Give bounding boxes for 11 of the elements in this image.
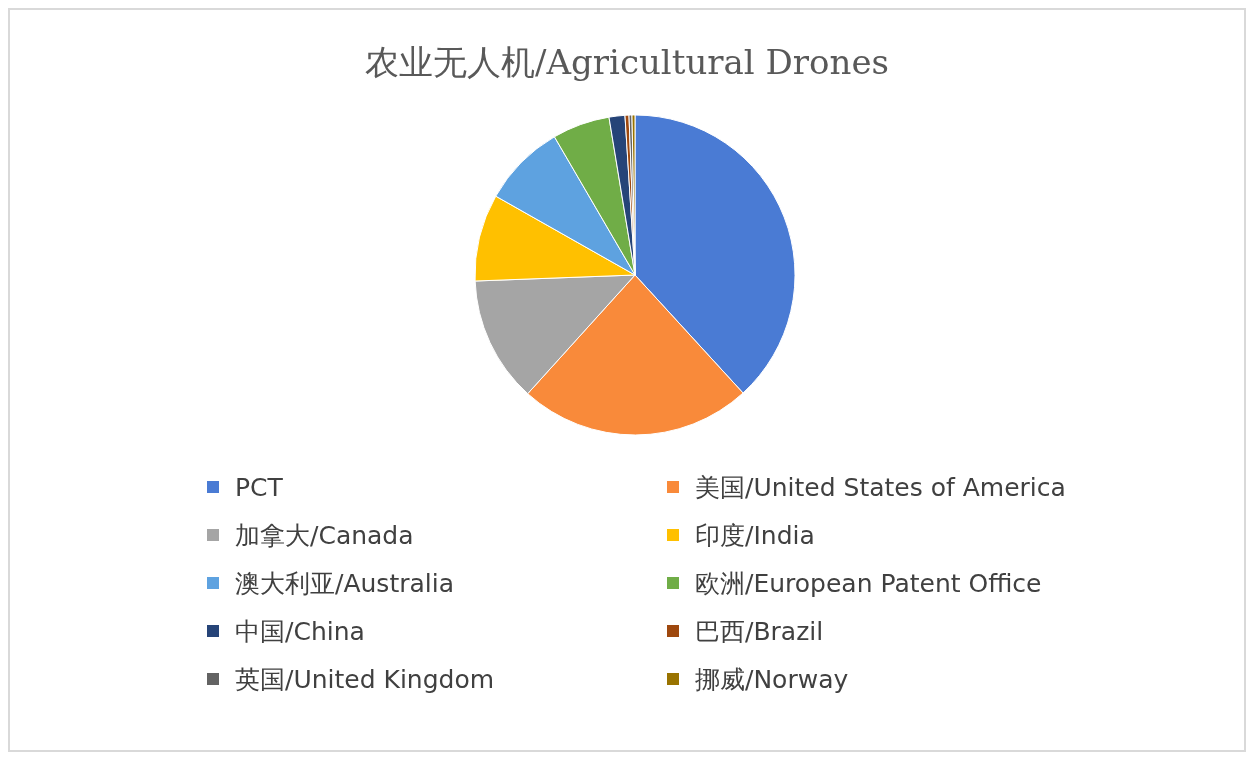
legend-label: 美国/United States of America — [695, 471, 1066, 504]
legend-label: 加拿大/Canada — [235, 519, 414, 552]
legend-label: 挪威/Norway — [695, 663, 849, 696]
legend-label: PCT — [235, 472, 283, 502]
legend-label: 澳大利亚/Australia — [235, 567, 455, 600]
legend-label: 英国/United Kingdom — [235, 663, 495, 696]
chart-title: 农业无人机/Agricultural Drones — [364, 41, 890, 84]
legend-label: 欧洲/European Patent Office — [695, 567, 1042, 600]
legend-label: 印度/India — [695, 519, 815, 552]
legend-label: 巴西/Brazil — [695, 615, 824, 648]
legend-label: 中国/China — [235, 615, 365, 648]
